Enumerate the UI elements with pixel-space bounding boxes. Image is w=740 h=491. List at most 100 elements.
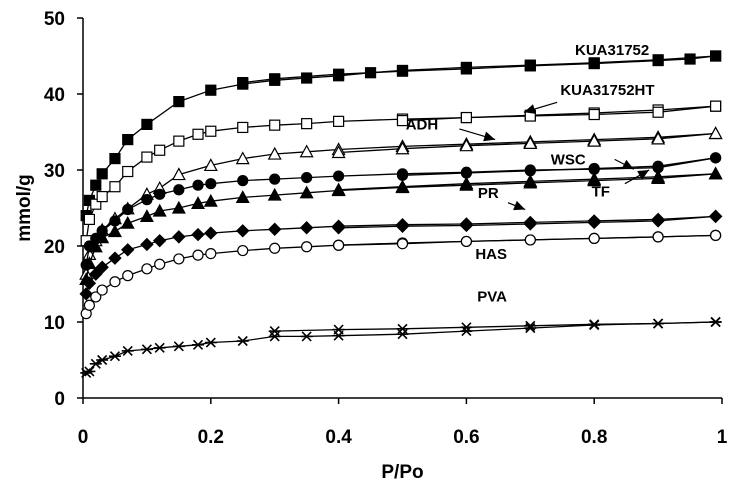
series-wsc <box>80 152 722 271</box>
series-label-pr: PR <box>478 185 499 202</box>
pr-point <box>587 215 601 230</box>
pva-point <box>524 320 537 331</box>
pr-point <box>331 221 346 235</box>
kua31752-point <box>96 168 108 180</box>
kua31752-point <box>141 118 153 131</box>
x-tick-label: 0.4 <box>325 427 352 448</box>
arrow-wsc <box>614 158 635 170</box>
wsc-point <box>173 184 185 196</box>
kua31752-point <box>364 67 377 79</box>
pva-point <box>709 316 722 328</box>
asterisk-stroke <box>269 326 280 337</box>
kua31752ht-point <box>141 151 153 163</box>
series-label-tf: TF <box>592 184 610 201</box>
series-pr <box>79 209 723 301</box>
has-point <box>524 234 536 246</box>
tf-point <box>708 166 723 180</box>
kua31752-point <box>524 60 536 72</box>
series-kua31752 <box>80 50 722 222</box>
pva-point <box>83 366 96 377</box>
tf-point <box>139 209 154 222</box>
tf-point <box>299 185 314 199</box>
asterisk-stroke <box>589 319 600 330</box>
kua31752-point <box>122 134 134 146</box>
arrow-head <box>621 159 634 170</box>
wsc-point <box>237 175 249 187</box>
tf-point <box>203 193 218 207</box>
adh-point <box>299 144 314 158</box>
pr-point <box>79 287 93 301</box>
wsc-point <box>141 194 153 206</box>
adh-point <box>459 138 474 152</box>
pr-point <box>708 209 723 224</box>
asterisk-stroke <box>84 366 95 377</box>
pva-point <box>236 335 249 347</box>
asterisk-stroke <box>141 344 152 355</box>
kua31752-point <box>652 54 664 67</box>
y-tick-label: 40 <box>44 85 65 106</box>
adh-point <box>331 145 346 159</box>
pr-point <box>523 217 538 231</box>
adh-point <box>267 146 282 160</box>
arrow-head <box>523 104 536 114</box>
kua31752-point <box>684 53 696 65</box>
pva-point <box>396 329 409 340</box>
kua31752-point <box>460 63 472 75</box>
has-point <box>333 239 345 251</box>
plot-area <box>82 18 722 399</box>
has-point <box>652 231 664 243</box>
kua31752ht-point <box>205 125 217 137</box>
pva-point <box>108 351 121 362</box>
has-point <box>237 244 249 257</box>
pva-point <box>588 319 601 330</box>
arrow-head <box>513 200 526 211</box>
tf-point <box>152 203 167 217</box>
has-point <box>90 291 102 303</box>
pva-point <box>268 326 281 337</box>
pr-point <box>152 233 167 248</box>
wsc-point <box>122 203 134 216</box>
tf-point <box>171 200 186 214</box>
series-kua31752ht <box>80 100 722 247</box>
asterisk-stroke <box>301 331 312 342</box>
tf-point <box>88 239 103 253</box>
y-tick-label: 30 <box>44 161 65 182</box>
x-tick-label: 0.8 <box>581 427 607 448</box>
tf-point <box>459 176 474 190</box>
asterisk-stroke <box>653 318 664 329</box>
kua31752-point <box>205 84 217 96</box>
pr-point <box>191 227 205 242</box>
kua31752ht-point <box>83 213 95 225</box>
kua31752ht-point <box>710 100 722 112</box>
wsc-point <box>269 173 281 185</box>
series-label-adh: ADH <box>406 117 439 134</box>
wsc-point <box>301 172 313 184</box>
adh-point <box>587 133 602 147</box>
kua31752ht-desorption-line <box>402 105 716 122</box>
has-point <box>192 249 204 261</box>
tf-point <box>267 187 282 201</box>
tf-point <box>523 174 538 187</box>
x-tick-label: 0 <box>78 427 89 448</box>
pr-point <box>95 260 109 274</box>
pr-point <box>267 222 282 236</box>
asterisk-stroke <box>397 323 408 334</box>
tf-point <box>331 182 346 196</box>
wsc-point <box>396 169 409 181</box>
wsc-point <box>710 152 722 164</box>
adh-point <box>203 158 218 172</box>
has-point <box>301 241 313 253</box>
has-point <box>588 232 600 244</box>
asterisk-stroke <box>333 324 344 335</box>
tf-point <box>82 256 97 270</box>
kua31752ht-point <box>96 191 108 203</box>
y-axis-title: mmol/g <box>14 174 35 242</box>
x-tick-label: 1 <box>717 427 728 448</box>
y-tick-label: 0 <box>54 389 65 410</box>
arrow-adh <box>459 128 496 142</box>
pr-point <box>299 221 314 235</box>
adh-point <box>651 131 666 145</box>
kua31752ht-point <box>301 118 313 130</box>
asterisk-stroke <box>192 339 204 350</box>
